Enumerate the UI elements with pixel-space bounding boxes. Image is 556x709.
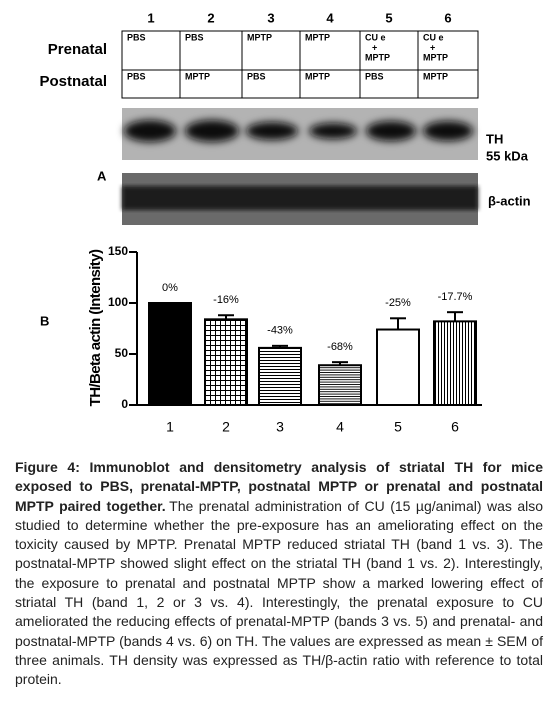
y-tick-label: 100 — [108, 295, 128, 309]
panel-label: A — [97, 168, 107, 183]
bar — [318, 364, 362, 406]
cell-text: MPTP — [185, 71, 210, 81]
lane-number: 2 — [207, 10, 214, 25]
cell-text: PBS — [365, 71, 384, 81]
row-label: Postnatal — [39, 73, 107, 90]
blot-table — [121, 30, 479, 99]
x-tick-label: 1 — [166, 419, 174, 435]
caption-title: Figure 4: Immunoblot and densitometry an… — [15, 459, 543, 514]
y-tick-label: 150 — [108, 244, 128, 258]
annotation: -25% — [385, 297, 411, 309]
cell-text: MPTP — [423, 71, 448, 81]
cell-text: PBS — [185, 32, 204, 42]
lane-number: 3 — [267, 10, 274, 25]
actin-blot — [122, 173, 478, 225]
x-tick-label: 6 — [451, 419, 459, 435]
band-sublabel: 55 kDa — [486, 148, 529, 163]
row-label: Prenatal — [48, 41, 107, 58]
cell-text: MPTP — [247, 32, 272, 42]
annotation: -68% — [327, 341, 353, 353]
cell-text: + — [372, 42, 377, 52]
annotation: 0% — [162, 282, 178, 294]
panel-label: B — [40, 313, 49, 328]
caption: Figure 4: Immunoblot and densitometry an… — [15, 458, 543, 690]
lane-number: 1 — [147, 10, 154, 25]
lane-number: 6 — [444, 10, 451, 25]
cell-text: MPTP — [423, 52, 448, 62]
x-tick-label: 4 — [336, 419, 344, 435]
bar — [258, 346, 302, 407]
bar — [433, 320, 477, 406]
y-tick-label: 0 — [121, 397, 128, 411]
y-axis-title: TH/Beta actin (Intensity) — [87, 249, 104, 406]
bar — [376, 328, 420, 406]
annotation: -43% — [267, 325, 293, 337]
x-tick-label: 5 — [394, 419, 402, 435]
band-label: TH — [486, 131, 503, 146]
lane-number: 5 — [385, 10, 392, 25]
y-tick-label: 50 — [115, 346, 129, 360]
cell-text: CU e — [365, 32, 386, 42]
cell-text: + — [430, 42, 435, 52]
cell-text: MPTP — [365, 52, 390, 62]
band-label: β-actin — [488, 193, 531, 208]
annotation: -16% — [213, 294, 239, 306]
cell-text: MPTP — [305, 71, 330, 81]
lane-number: 4 — [326, 10, 334, 25]
cell-text: PBS — [127, 32, 146, 42]
cell-text: PBS — [127, 71, 146, 81]
bar — [204, 318, 248, 407]
annotation: -17.7% — [438, 291, 473, 303]
x-tick-label: 3 — [276, 419, 284, 435]
cell-text: MPTP — [305, 32, 330, 42]
caption-body: The prenatal administration of CU (15 µg… — [15, 497, 544, 688]
x-tick-label: 2 — [222, 419, 230, 435]
cell-text: PBS — [247, 71, 266, 81]
th-blot — [122, 108, 478, 160]
bar — [148, 302, 192, 406]
cell-text: CU e — [423, 32, 444, 42]
